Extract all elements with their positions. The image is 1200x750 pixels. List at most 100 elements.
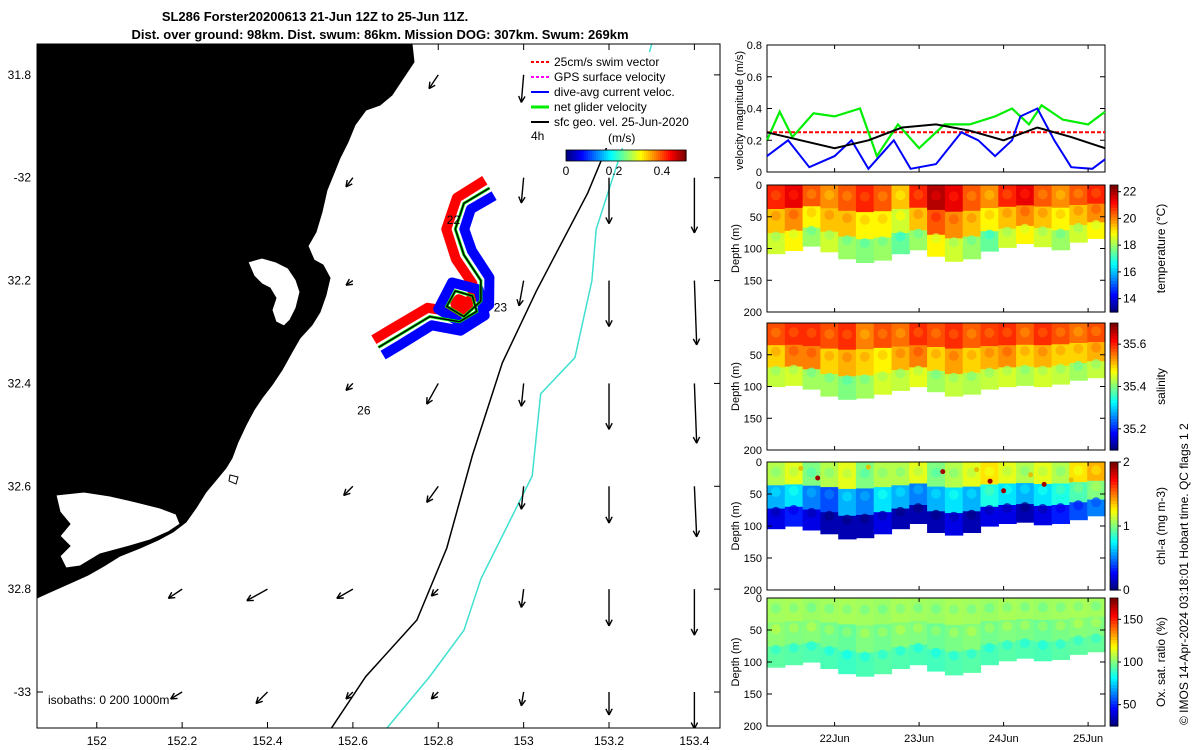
salinity-sample [770, 327, 781, 338]
oxygen-colorbar-cell [1110, 713, 1118, 717]
oxygen-sample [913, 603, 924, 613]
salinity-sample [806, 327, 817, 338]
temperature-sample [1055, 209, 1066, 220]
chla-colorbar-cell [1110, 561, 1118, 565]
geo-vector-head [690, 226, 699, 234]
chla-colorbar-cell [1110, 478, 1118, 482]
salinity-colorbar-cell [1110, 418, 1118, 423]
temperature-sample [1073, 205, 1084, 216]
temperature-sample [913, 228, 924, 239]
chla-sample [948, 467, 959, 478]
geo-vector-head [605, 217, 613, 225]
temperature-colorbar-cell [1110, 235, 1118, 240]
oxygen-colorbar-cell [1110, 671, 1118, 676]
temperature-y-tick-label: 50 [750, 212, 762, 224]
chla-colorbar-cell [1110, 551, 1118, 556]
temperature-colorbar-cell [1110, 210, 1118, 215]
legend-colorbar-cell [582, 150, 585, 161]
chla-sample [895, 467, 906, 477]
salinity-colorbar-cell [1110, 430, 1118, 435]
oxygen-y-tick-label: 0 [756, 593, 762, 605]
salinity-sample [842, 329, 853, 340]
temperature-sample [806, 189, 817, 200]
legend-colorbar-tick: 0.2 [606, 164, 623, 178]
geo-vector [693, 280, 698, 345]
oxygen-sample [1002, 640, 1013, 650]
salinity-sample [1091, 342, 1102, 353]
temperature-sample [984, 189, 995, 200]
geo-vector [345, 691, 354, 700]
geo-vector-head [426, 495, 434, 504]
oxygen-sample [895, 603, 906, 614]
oxygen-sample [1037, 640, 1048, 650]
legend-item-label: GPS surface velocity [554, 70, 665, 84]
geo-vector-head [174, 278, 183, 286]
oxygen-colorbar-tick-label: 100 [1123, 655, 1143, 669]
temperature-sample [966, 213, 977, 224]
oxygen-sample [842, 627, 853, 637]
geo-vector-head [605, 320, 613, 327]
chla-colorbar-cell [1110, 586, 1118, 591]
geo-vector-head [692, 338, 701, 346]
salinity-y-tick-label: 200 [744, 445, 762, 457]
temperature-sample [770, 210, 781, 221]
legend-item-label: net glider velocity [554, 100, 647, 114]
temperature-colorbar-cell [1110, 197, 1118, 202]
temperature-colorbar-cell [1110, 188, 1118, 192]
chla-sample [1002, 503, 1013, 514]
chla-colorbar-cell [1110, 577, 1118, 581]
legend-colorbar-cell [652, 150, 655, 161]
salinity-sample [895, 348, 906, 359]
salinity-sample [1055, 363, 1066, 374]
oxygen-sample [931, 647, 941, 658]
geo-vector-head [518, 698, 527, 707]
oxygen-colorbar-cell [1110, 658, 1118, 663]
salinity-sample [948, 372, 959, 383]
velocity-series-1 [765, 103, 1106, 159]
oxygen-colorbar-cell [1110, 636, 1118, 641]
oxygen-sample [788, 642, 799, 653]
salinity-colorbar-cell [1110, 424, 1118, 429]
oxygen-colorbar-cell [1110, 697, 1118, 701]
legend-colorbar-cell [608, 150, 611, 161]
velocity-panel-frame [766, 44, 1106, 173]
geo-vector-head [605, 708, 613, 716]
temperature-ylabel: Depth (m) [730, 224, 742, 273]
salinity-sample [1002, 346, 1013, 357]
temperature-sample [806, 225, 817, 236]
legend-item-label: 25cm/s swim vector [554, 55, 659, 69]
oxygen-sample [1002, 602, 1013, 613]
oxygen-sample [788, 603, 799, 613]
salinity-sample [1019, 346, 1030, 356]
oxygen-sample [1091, 617, 1102, 628]
chla-colorbar-cell [1110, 487, 1118, 492]
salinity-colorbar-cell [1110, 329, 1118, 334]
temperature-sample [824, 210, 835, 220]
islet [228, 474, 239, 485]
temperature-colorbar-cell [1110, 273, 1118, 278]
salinity-sample [1002, 365, 1013, 376]
oxygen-colorbar-tick-label: 150 [1123, 612, 1143, 626]
legend-colorbar-cell [566, 150, 569, 161]
temperature-sample [931, 233, 941, 244]
oxygen-sample [966, 626, 977, 637]
salinity-sample [1055, 345, 1066, 356]
salinity-sample [859, 351, 870, 362]
oxygen-colorbar-cell [1110, 623, 1118, 628]
temperature-colorbar-cell [1110, 219, 1118, 224]
legend-colorbar-cell [570, 150, 573, 161]
map-x-tick-label: 152.8 [423, 734, 453, 748]
salinity-colorbar-cell [1110, 402, 1118, 407]
salinity-sample [1073, 326, 1084, 337]
map-x-tick-label: 152.4 [252, 734, 282, 748]
temperature-colorbar-cell [1110, 229, 1118, 234]
chla-colorbar-cell [1110, 522, 1118, 527]
chla-sample [859, 491, 870, 501]
salinity-colorbar-cell [1110, 377, 1118, 381]
oxygen-sample [770, 644, 781, 655]
salinity-sample [877, 350, 888, 360]
map-ticks: 152 152.2 152.4 152.6 152.8 153 153.2 153.4 31.8… [8, 44, 720, 748]
chla-sample [859, 468, 870, 479]
salinity-sample [984, 367, 995, 378]
legend-colorbar-cell [672, 150, 675, 161]
